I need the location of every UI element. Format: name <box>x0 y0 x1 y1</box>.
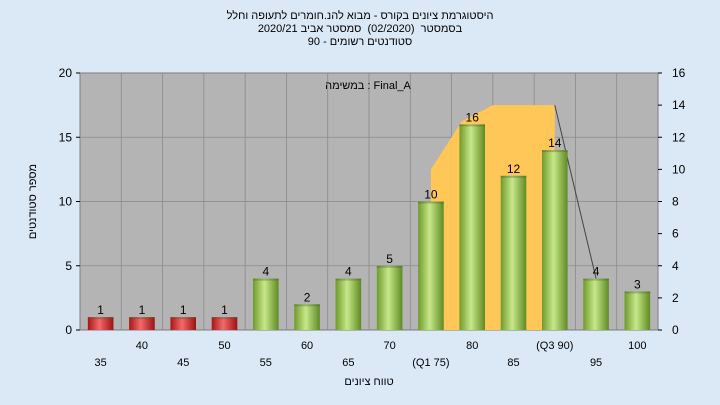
x-tick-label: 85 <box>507 357 519 369</box>
y2-tick-label: 8 <box>672 195 679 209</box>
bar-40 <box>129 317 155 330</box>
bar-90 <box>541 150 568 330</box>
bar-top-80 <box>459 124 486 127</box>
bar-85 <box>500 175 527 330</box>
x-axis-title: טווח ציונים <box>344 376 393 388</box>
x-tick-label: 55 <box>260 357 272 369</box>
bar-50 <box>211 317 238 330</box>
trend-line <box>554 105 597 279</box>
y-tick-label: 20 <box>59 66 73 80</box>
y2-tick-label: 10 <box>672 162 686 176</box>
bar-top-75 <box>418 201 444 204</box>
bar-top-100 <box>624 291 651 294</box>
y2-tick-label: 6 <box>672 227 679 241</box>
bar-top-60 <box>294 304 320 307</box>
bar-value-label: 1 <box>97 303 104 317</box>
bar-value-label: 14 <box>548 136 562 150</box>
y-axis-title: מספר סטודנטים <box>27 164 39 239</box>
bar-value-label: 4 <box>262 265 269 279</box>
chart-annotation: במשימה : Final_A <box>325 80 411 92</box>
y-tick-label: 10 <box>59 195 73 209</box>
x-tick-label: 50 <box>218 340 230 352</box>
bar-60 <box>294 304 320 330</box>
bar-top-70 <box>376 265 403 268</box>
bar-value-label: 12 <box>507 162 521 176</box>
chart-titles: היסטוגרמת ציונים בקורס - מבוא להנ.חומרים… <box>0 10 720 49</box>
chart-title-line-1: היסטוגרמת ציונים בקורס - מבוא להנ.חומרים… <box>226 10 494 22</box>
bar-value-label: 4 <box>593 265 600 279</box>
bar-100 <box>624 291 651 330</box>
x-tick-label: 35 <box>95 357 107 369</box>
y-tick-label: 5 <box>65 259 72 273</box>
y2-tick-label: 14 <box>672 98 686 112</box>
x-tick-label: 95 <box>590 357 602 369</box>
bar-35 <box>87 317 114 330</box>
y2-tick-label: 0 <box>672 323 679 337</box>
y-tick-label: 0 <box>65 323 72 337</box>
bar-value-label: 4 <box>345 265 352 279</box>
x-tick-label: (Q3 90) <box>536 340 573 352</box>
x-tick-label: 60 <box>301 340 313 352</box>
y-tick-label: 15 <box>59 130 73 144</box>
y2-tick-label: 12 <box>672 130 686 144</box>
x-tick-label: 40 <box>136 340 148 352</box>
bar-top-95 <box>583 278 609 281</box>
bar-45 <box>170 317 197 330</box>
bar-top-90 <box>541 150 568 153</box>
x-tick-label: 45 <box>177 357 189 369</box>
x-tick-label: 100 <box>628 340 646 352</box>
bar-value-label: 16 <box>466 110 480 124</box>
bar-95 <box>583 278 609 330</box>
x-tick-label: 80 <box>466 340 478 352</box>
bar-value-label: 1 <box>221 303 228 317</box>
y2-tick-label: 4 <box>672 259 679 273</box>
bar-value-label: 2 <box>304 290 311 304</box>
bar-70 <box>376 265 403 330</box>
chart-title-line-3: סטודנטים רשומים - 90 <box>307 36 413 48</box>
bar-top-35 <box>87 317 114 320</box>
bar-value-label: 10 <box>424 188 438 202</box>
bar-top-40 <box>129 317 155 320</box>
bar-top-85 <box>500 175 527 178</box>
bar-55 <box>252 278 279 330</box>
chart-title-line-2: בסמסטר (02/2020) סמסטר אביב 2020/21 <box>257 23 463 35</box>
bar-65 <box>335 278 362 330</box>
x-tick-label: 65 <box>342 357 354 369</box>
bar-top-50 <box>211 317 238 320</box>
bar-value-label: 3 <box>634 277 641 291</box>
bar-top-45 <box>170 317 197 320</box>
bar-top-65 <box>335 278 362 281</box>
bar-value-label: 5 <box>386 252 393 266</box>
y2-tick-label: 2 <box>672 291 679 305</box>
bar-75 <box>418 201 444 330</box>
bar-value-label: 1 <box>139 303 146 317</box>
bar-top-55 <box>252 278 279 281</box>
x-tick-label: 70 <box>384 340 396 352</box>
x-tick-label: (Q1 75) <box>412 357 449 369</box>
bar-80 <box>459 124 486 331</box>
bar-value-label: 1 <box>180 303 187 317</box>
y2-tick-label: 16 <box>672 66 686 80</box>
